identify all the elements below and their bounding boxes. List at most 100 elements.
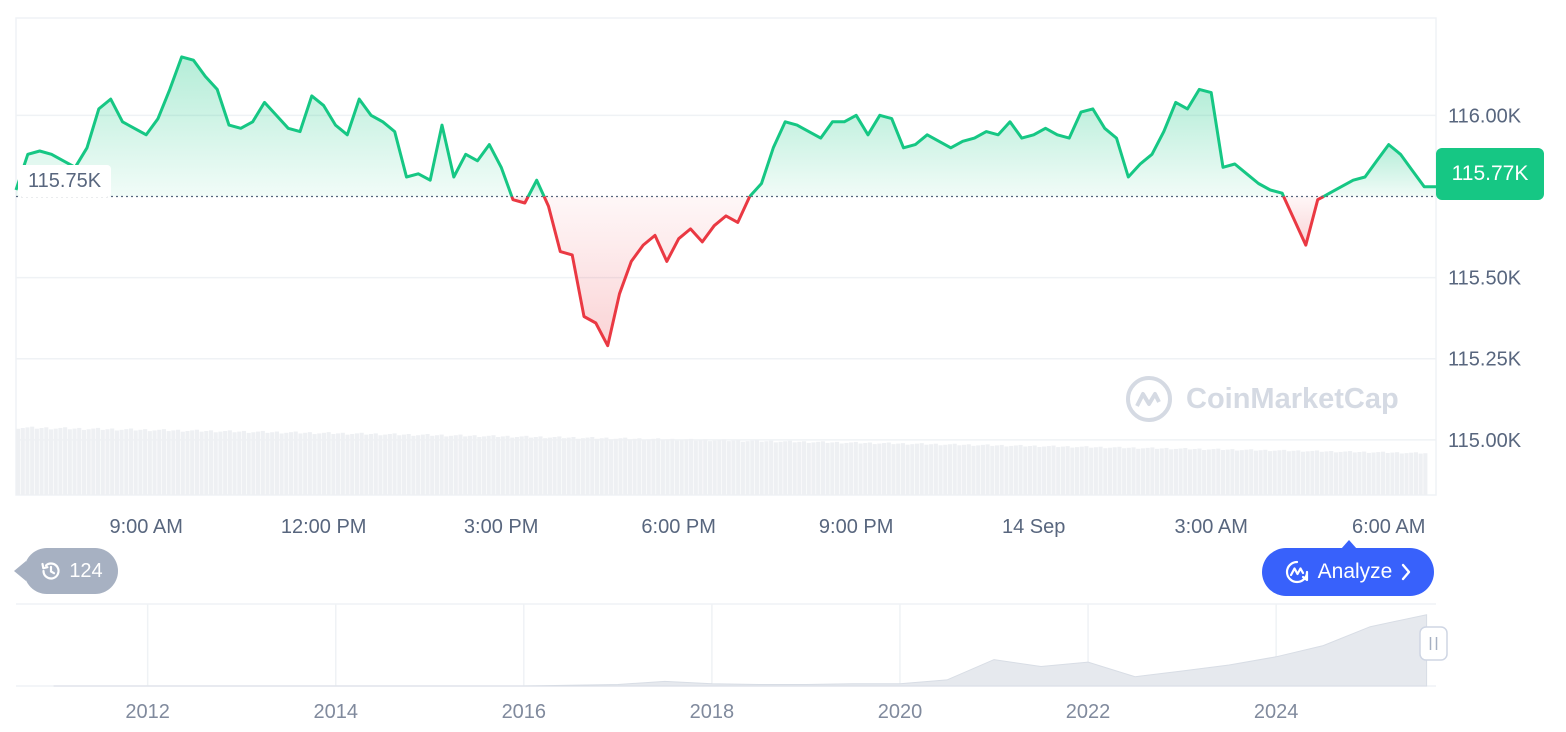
volume-bar: [67, 429, 72, 495]
volume-bar: [561, 438, 567, 495]
volume-bar: [844, 442, 849, 495]
volume-bar: [1070, 447, 1075, 495]
volume-bar: [1371, 452, 1376, 495]
volume-bar: [1239, 450, 1244, 495]
x-tick-label: 3:00 PM: [464, 516, 538, 538]
volume-bar: [576, 438, 581, 495]
volume-bar: [1159, 448, 1164, 495]
volume-bar: [783, 441, 788, 495]
volume-bar: [1103, 448, 1108, 495]
volume-bar: [434, 435, 439, 495]
volume-bar: [1164, 447, 1169, 495]
volume-bar: [1192, 448, 1197, 495]
x-tick-label: 12:00 PM: [281, 516, 367, 538]
volume-bar: [764, 441, 769, 495]
volume-bar: [232, 432, 237, 495]
volume-bar: [1249, 449, 1254, 495]
x-tick-label: 9:00 AM: [109, 516, 182, 538]
volume-bar: [1065, 446, 1070, 495]
volume-bar: [510, 437, 515, 495]
volume-bar: [769, 440, 774, 495]
volume-bar: [392, 433, 397, 495]
volume-bar: [830, 442, 835, 495]
volume-bar: [63, 427, 68, 495]
volume-bar: [449, 435, 454, 495]
volume-bar: [933, 443, 938, 495]
volume-bar: [133, 430, 138, 495]
volume-bar: [293, 431, 298, 495]
volume-bar: [1324, 451, 1329, 495]
volume-bar: [241, 430, 247, 495]
volume-bar: [674, 440, 680, 495]
volume-bar: [684, 439, 689, 495]
volume-bar: [886, 442, 891, 495]
volume-bar: [1404, 453, 1409, 495]
volume-bar: [20, 428, 25, 495]
volume-bar: [853, 441, 858, 495]
volume-bar: [736, 440, 741, 495]
volume-bar: [171, 430, 176, 495]
volume-bar: [594, 438, 600, 495]
history-badge[interactable]: 124: [14, 548, 118, 594]
volume-bar: [1253, 450, 1258, 495]
volume-bar: [952, 443, 957, 495]
volume-bar: [1145, 447, 1150, 495]
volume-bar: [1352, 452, 1357, 495]
volume-bar: [1272, 450, 1277, 495]
volume-bar: [1310, 450, 1315, 495]
price-line-down: [542, 195, 752, 348]
volume-bar: [858, 443, 863, 495]
history-navigator[interactable]: 2012 2014 2016 2018 2020 2022 2024: [16, 603, 1448, 723]
volume-bar: [16, 428, 21, 495]
volume-bar: [34, 428, 39, 495]
volume-bar: [1032, 445, 1037, 495]
volume-bar: [1131, 447, 1136, 495]
volume-bar: [77, 427, 82, 495]
analyze-button[interactable]: Analyze: [1262, 540, 1434, 596]
volume-bar: [500, 436, 505, 495]
volume-bar: [891, 444, 896, 495]
volume-bar: [543, 438, 548, 495]
volume-bar: [1079, 446, 1084, 495]
navigator-tick-label: 2018: [690, 701, 735, 723]
navigator-tick-label: 2014: [313, 701, 358, 723]
volume-bar: [425, 433, 430, 495]
volume-bar: [100, 429, 105, 495]
volume-bar: [458, 434, 463, 495]
volume-bar: [331, 434, 336, 495]
volume-bar: [190, 430, 195, 495]
volume-bar: [980, 444, 985, 495]
volume-bar: [872, 444, 877, 495]
volume-bar: [825, 442, 830, 495]
volume-bar: [185, 431, 190, 495]
volume-bar: [143, 429, 148, 495]
volume-bar: [1075, 447, 1080, 495]
volume-bar: [1395, 452, 1400, 495]
volume-bar: [1343, 451, 1348, 495]
volume-bar: [519, 436, 524, 495]
volume-bar: [627, 439, 632, 495]
volume-bar: [731, 440, 736, 495]
history-count: 124: [69, 559, 103, 582]
watermark: CoinMarketCap: [1124, 372, 1414, 426]
volume-bar: [1173, 448, 1178, 495]
volume-bar: [378, 435, 383, 495]
x-tick-label: 3:00 AM: [1174, 516, 1247, 538]
volume-bar: [585, 437, 590, 495]
price-area-above: [528, 180, 545, 197]
volume-bar: [1126, 447, 1131, 495]
volume-bar: [1296, 450, 1301, 495]
volume-bar: [924, 444, 929, 495]
scroll-handle-icon[interactable]: [1419, 626, 1448, 661]
volume-bar: [1399, 453, 1404, 495]
volume-bar: [397, 435, 402, 495]
volume-bar: [387, 433, 392, 495]
volume-bar: [340, 432, 345, 495]
volume-bar: [430, 435, 435, 495]
volume-bar: [514, 437, 520, 495]
volume-bar: [256, 431, 261, 495]
y-axis: 116.00K 115.50K 115.25K 115.00K: [1448, 105, 1522, 451]
volume-bar: [839, 443, 844, 495]
price-line-down: [510, 195, 530, 205]
price-line-up: [1322, 143, 1436, 198]
